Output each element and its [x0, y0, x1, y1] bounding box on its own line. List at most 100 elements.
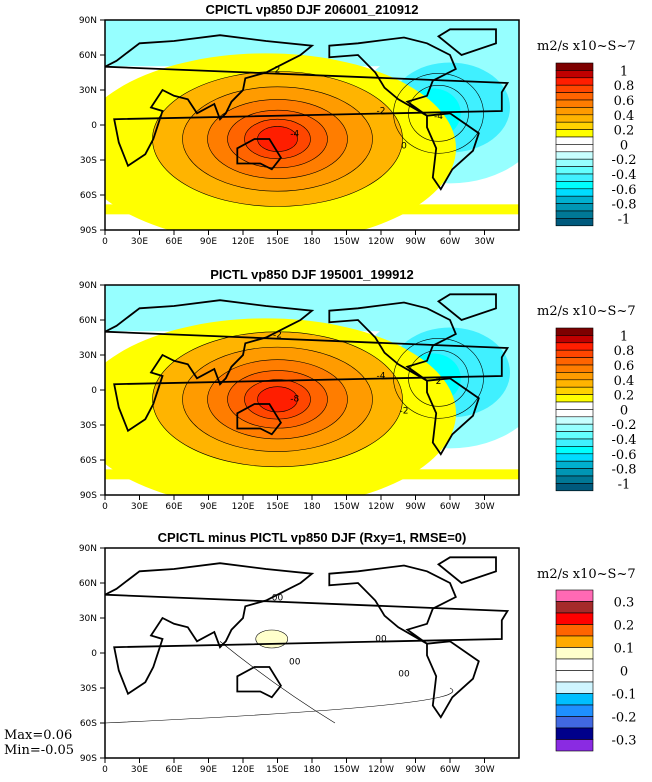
- coastline: [328, 301, 457, 382]
- y-tick-label: 30S: [80, 156, 97, 166]
- colorbar-label: -0.2: [611, 418, 636, 433]
- contour-label: 2: [436, 377, 442, 387]
- x-tick-label: 60W: [440, 502, 460, 512]
- y-tick-label: 90N: [79, 281, 97, 291]
- colorbar-box: [555, 92, 594, 101]
- contour-label: -4: [290, 130, 299, 140]
- colorbar-box: [555, 727, 594, 740]
- colorbar-box: [555, 349, 594, 358]
- x-tick-label: 0: [102, 502, 108, 512]
- colorbar-box: [555, 77, 594, 86]
- positive-anomaly: [255, 629, 289, 649]
- x-tick-label: 120W: [368, 765, 394, 775]
- colorbar-box: [555, 129, 594, 138]
- positive-band-south: [105, 204, 519, 215]
- x-tick-label: 30W: [474, 765, 494, 775]
- colorbar-box: [555, 218, 594, 227]
- contour-level: [257, 386, 298, 413]
- colorbar-box: [555, 483, 594, 492]
- colorbar-box: [555, 386, 594, 395]
- contour-label: 00: [398, 669, 410, 679]
- colorbar-label: -0.6: [611, 183, 636, 198]
- colorbar-label: 0.8: [614, 344, 635, 359]
- y-tick-label: 90S: [80, 226, 97, 236]
- y-tick-label: 0: [91, 121, 97, 131]
- x-tick-label: 180: [303, 237, 320, 247]
- colorbar-box: [555, 84, 594, 93]
- x-tick-label: 0: [102, 237, 108, 247]
- colorbar-label: -0.8: [611, 198, 636, 213]
- colorbar-box: [555, 635, 594, 648]
- colorbar-label: 0: [620, 138, 628, 153]
- y-tick-label: 0: [91, 649, 97, 659]
- colorbar-box: [555, 181, 594, 190]
- colorbar-label: 0.1: [614, 642, 635, 657]
- colorbar-box: [555, 589, 594, 602]
- y-tick-label: 90S: [80, 754, 97, 764]
- coastline: [236, 666, 282, 699]
- colorbar-box: [555, 624, 594, 637]
- colorbar-box: [555, 327, 594, 336]
- colorbar-label: 0.2: [614, 389, 635, 404]
- colorbar-box: [555, 379, 594, 388]
- coastline: [105, 299, 510, 433]
- colorbar-box: [555, 716, 594, 729]
- colorbar-box: [555, 658, 594, 671]
- field-layer: [105, 20, 519, 230]
- y-tick-label: 0: [91, 386, 97, 396]
- colorbar-label: -0.2: [611, 153, 636, 168]
- colorbar-box: [555, 446, 594, 455]
- x-tick-label: 60W: [440, 765, 460, 775]
- x-tick-label: 120E: [232, 765, 255, 775]
- colorbar-box: [555, 612, 594, 625]
- x-tick-label: 90E: [200, 237, 217, 247]
- colorbar-box: [555, 409, 594, 418]
- panel-title: CPICTL minus PICTL vp850 DJF (Rxy=1, RMS…: [158, 530, 467, 545]
- colorbar-box: [555, 144, 594, 153]
- coastline: [436, 556, 497, 585]
- contour-label: -2: [273, 331, 282, 341]
- x-tick-label: 150E: [266, 237, 289, 247]
- min-label: Min=-0.05: [4, 743, 75, 758]
- y-tick-label: 30S: [80, 421, 97, 431]
- coastline: [328, 36, 457, 117]
- x-tick-label: 90W: [405, 237, 425, 247]
- colorbar-box: [555, 601, 594, 614]
- panel-title: CPICTL vp850 DJF 206001_210912: [206, 2, 419, 17]
- colorbar-label: 0.6: [614, 359, 635, 374]
- colorbar-box: [555, 431, 594, 440]
- y-tick-label: 60N: [79, 51, 97, 61]
- colorbar-box: [555, 394, 594, 403]
- colorbar-box: [555, 739, 594, 752]
- colorbar-label: -0.3: [611, 734, 636, 749]
- contour-label: 0: [401, 141, 407, 151]
- x-tick-label: 150W: [333, 502, 359, 512]
- x-tick-label: 60W: [440, 237, 460, 247]
- field-layer: [105, 548, 519, 758]
- colorbar-label: -0.2: [611, 711, 636, 726]
- units-label: m2/s x10~S~7: [537, 567, 636, 582]
- contour-label: -2: [377, 106, 386, 116]
- y-tick-label: 30S: [80, 684, 97, 694]
- colorbar-box: [555, 158, 594, 167]
- colorbar-label: -0.4: [611, 168, 636, 183]
- coastline: [236, 403, 282, 436]
- x-tick-label: 150W: [333, 237, 359, 247]
- colorbar-box: [555, 188, 594, 197]
- map-panel-2: -2 -8 -4 -2 2 PICTL vp850 DJF 195001_199912 0 3…: [79, 267, 637, 512]
- colorbar-box: [555, 401, 594, 410]
- x-tick-label: 0: [102, 765, 108, 775]
- colorbar-label: -0.8: [611, 463, 636, 478]
- colorbar-box: [555, 357, 594, 366]
- colorbar-box: [555, 342, 594, 351]
- contour-label: 00: [289, 658, 301, 668]
- y-tick-label: 30N: [79, 86, 97, 96]
- max-label: Max=0.06: [4, 728, 73, 743]
- coastline: [328, 564, 457, 645]
- coastline: [105, 34, 510, 168]
- colorbar-label: 0.4: [614, 374, 635, 389]
- positive-band-south: [105, 469, 519, 480]
- y-tick-label: 90S: [80, 491, 97, 501]
